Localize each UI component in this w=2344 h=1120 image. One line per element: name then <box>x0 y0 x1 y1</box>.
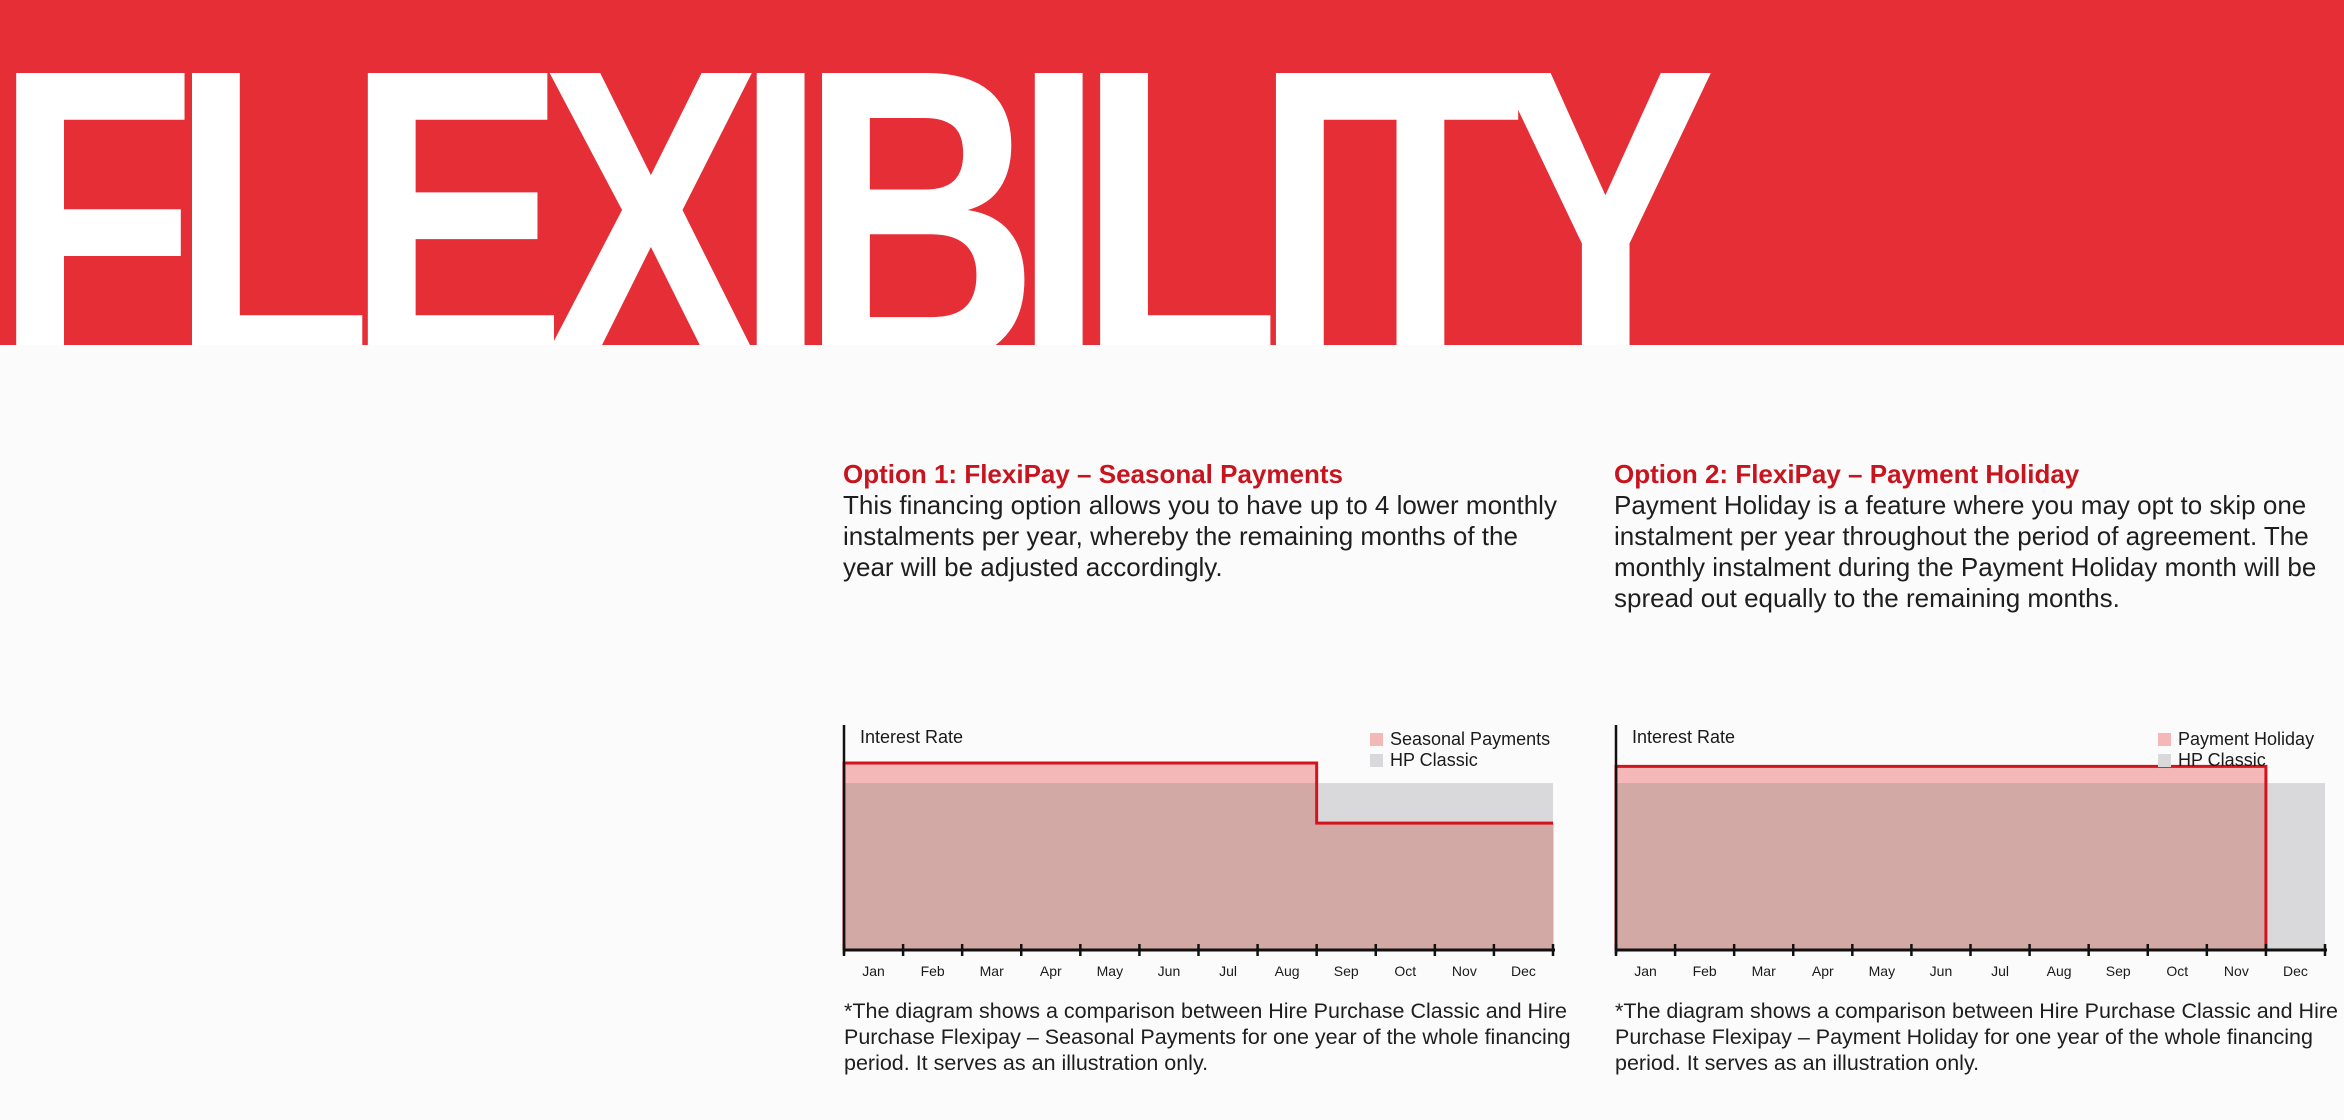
x-tick-label-oct: Oct <box>2166 963 2188 979</box>
seasonal-payments-chart: Jan Feb Mar Apr May Jun Jul Aug Sep Oct Nov Dec Inte… <box>840 725 1570 979</box>
x-tick-label-dec: Dec <box>2283 963 2308 979</box>
x-tick-label-nov: Nov <box>2224 963 2249 979</box>
x-tick-label-apr: Apr <box>1812 963 1834 979</box>
option1-footnote: *The diagram shows a comparison between … <box>844 999 1571 1075</box>
option1-description: This financing option allows you to have… <box>843 490 1557 582</box>
payment-holiday-chart-svg: Jan Feb Mar Apr May Jun Jul Aug Sep Oct Nov Dec Inte… <box>1614 725 2327 979</box>
x-tick-label-sep: Sep <box>2106 963 2131 979</box>
overlap-area <box>903 783 963 950</box>
x-tick-label-feb: Feb <box>921 963 945 979</box>
seasonal-payments-chart-svg: Jan Feb Mar Apr May Jun Jul Aug Sep Oct Nov Dec Inte… <box>842 725 1555 979</box>
overlap-area <box>844 783 904 950</box>
overlap-area <box>962 783 1022 950</box>
option2-footnote: *The diagram shows a comparison between … <box>1615 999 2338 1075</box>
x-tick-label-jul: Jul <box>1219 963 1237 979</box>
seasonal-payments-line <box>842 761 1553 950</box>
option1-section: Option 1: FlexiPay – Seasonal Payments T… <box>843 458 1563 583</box>
overlap-area <box>1257 783 1318 950</box>
overlap-area <box>2029 783 2090 950</box>
x-tick-label-feb: Feb <box>1693 963 1717 979</box>
overlap-area <box>1493 823 1554 950</box>
x-tick-label-oct: Oct <box>1394 963 1416 979</box>
x-tick-label-dec: Dec <box>1511 963 1536 979</box>
title-banner: FLEXIBILITY <box>0 0 2344 345</box>
x-tick-label-may: May <box>1097 963 1123 979</box>
option1-title: Option 1: FlexiPay – Seasonal Payments <box>843 459 1343 489</box>
legend-swatch-hp-classic <box>2158 754 2171 767</box>
legend-swatch-seasonal-payments <box>1370 733 1383 746</box>
overlap-area <box>2147 783 2208 950</box>
option2-description: Payment Holiday is a feature where you m… <box>1614 490 2317 613</box>
overlap-area <box>1852 783 1912 950</box>
overlap-area <box>1970 783 2031 950</box>
legend-label-hp-classic: HP Classic <box>2178 750 2266 770</box>
x-tick-label-jan: Jan <box>862 963 885 979</box>
overlap-area <box>1198 783 1259 950</box>
x-tick-label-aug: Aug <box>2047 963 2072 979</box>
legend-swatch-payment-holiday <box>2158 733 2171 746</box>
overlap-area <box>1375 823 1436 950</box>
x-tick-label-aug: Aug <box>1275 963 1300 979</box>
x-tick-label-jun: Jun <box>1930 963 1953 979</box>
x-tick-label-mar: Mar <box>980 963 1004 979</box>
legend-swatch-hp-classic <box>1370 754 1383 767</box>
option2-title: Option 2: FlexiPay – Payment Holiday <box>1614 459 2080 489</box>
x-tick-label-nov: Nov <box>1452 963 1477 979</box>
overlap-area <box>1675 783 1735 950</box>
overlap-area <box>1316 823 1377 950</box>
overlap-area <box>1911 783 1971 950</box>
x-tick-label-may: May <box>1869 963 1895 979</box>
overlap-area <box>2206 783 2267 950</box>
x-tick-label-apr: Apr <box>1040 963 1062 979</box>
overlap-area <box>1080 783 1140 950</box>
y-axis-title: Interest Rate <box>1632 727 1735 747</box>
legend-label-payment-holiday: Payment Holiday <box>2178 729 2314 749</box>
x-tick-label-jul: Jul <box>1991 963 2009 979</box>
x-tick-label-jun: Jun <box>1158 963 1181 979</box>
legend-label-hp-classic: HP Classic <box>1390 750 1478 770</box>
overlap-area <box>1616 783 1676 950</box>
legend-label-seasonal-payments: Seasonal Payments <box>1390 729 1550 749</box>
headline: FLEXIBILITY <box>0 0 1716 346</box>
x-tick-label-sep: Sep <box>1334 963 1359 979</box>
overlap-area <box>1021 783 1081 950</box>
overlap-area <box>2088 783 2149 950</box>
overlap-area <box>1734 783 1794 950</box>
payment-holiday-line <box>1614 764 2325 952</box>
payment-holiday-chart: Jan Feb Mar Apr May Jun Jul Aug Sep Oct Nov Dec Inte… <box>1612 725 2342 979</box>
y-axis-title: Interest Rate <box>860 727 963 747</box>
overlap-area <box>1793 783 1853 950</box>
option2-section: Option 2: FlexiPay – Payment Holiday Pay… <box>1614 458 2334 614</box>
overlap-area <box>1139 783 1199 950</box>
x-tick-label-mar: Mar <box>1752 963 1776 979</box>
x-tick-label-jan: Jan <box>1634 963 1657 979</box>
overlap-area <box>1434 823 1495 950</box>
